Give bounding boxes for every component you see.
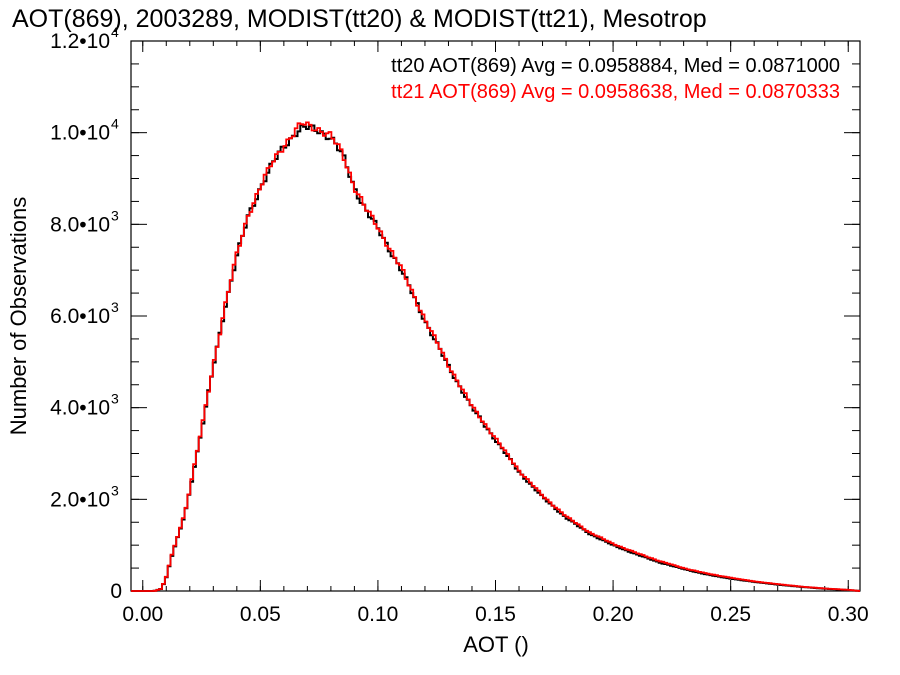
legend-entry-tt20: tt20 AOT(869) Avg = 0.0958884, Med = 0.0… [391, 55, 840, 77]
x-tick-label: 0.15 [475, 603, 516, 626]
y-tick-exponent: 3 [111, 482, 119, 498]
x-tick-label: 0.10 [357, 603, 398, 626]
x-axis-label: AOT () [463, 632, 529, 657]
y-tick-label: 8.0•10 [50, 213, 110, 236]
x-tick-label: 0.05 [240, 603, 281, 626]
y-tick-exponent: 3 [111, 207, 119, 223]
y-tick-label: 2.0•10 [50, 488, 110, 511]
y-tick-label: 1.0•10 [50, 122, 110, 145]
y-tick-exponent: 4 [111, 24, 119, 40]
y-tick-label: 4.0•10 [50, 397, 110, 420]
legend-entry-tt21: tt21 AOT(869) Avg = 0.0958638, Med = 0.0… [391, 81, 840, 103]
x-tick-label: 0.25 [710, 603, 751, 626]
chart-title: AOT(869), 2003289, MODIST(tt20) & MODIST… [12, 5, 707, 33]
y-tick-exponent: 3 [111, 299, 119, 315]
y-tick-label: 0 [110, 580, 122, 603]
x-tick-label: 0.20 [593, 603, 634, 626]
y-tick-label: 1.2•10 [50, 30, 110, 53]
series-line-tt20 [131, 124, 861, 592]
y-axis-label: Number of Observations [6, 197, 31, 435]
y-tick-label: 6.0•10 [50, 305, 110, 328]
x-tick-label: 0.00 [122, 603, 163, 626]
series-line-tt21 [131, 121, 860, 592]
x-tick-label: 0.30 [828, 603, 869, 626]
y-tick-exponent: 4 [111, 116, 119, 132]
plot-frame [130, 40, 861, 592]
y-tick-exponent: 3 [111, 391, 119, 407]
